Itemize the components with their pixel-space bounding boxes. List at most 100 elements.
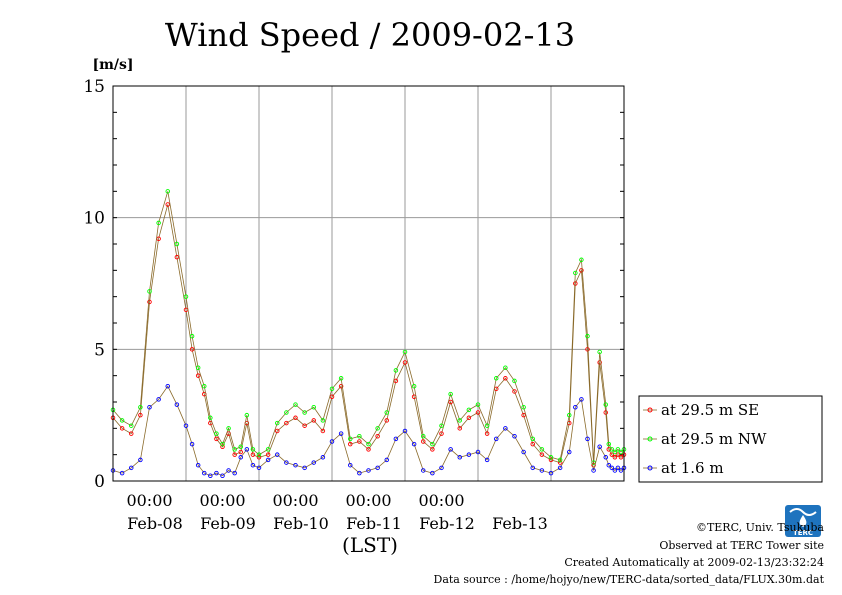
- data-point: [366, 447, 371, 452]
- footer-copyright: ©TERC, Univ. Tsukuba: [695, 521, 824, 534]
- data-point: [357, 470, 362, 476]
- data-point: [275, 452, 280, 457]
- data-point: [603, 410, 609, 415]
- data-point: [329, 439, 335, 444]
- data-point: [357, 433, 362, 439]
- data-point: [606, 462, 612, 468]
- data-point: [448, 399, 453, 405]
- footer-created: Created Automatically at 2009-02-13/23:3…: [564, 556, 824, 569]
- data-point: [275, 420, 280, 426]
- data-point: [557, 457, 563, 463]
- data-point: [244, 447, 250, 452]
- y-tick-label: 5: [94, 340, 105, 360]
- x-tick-date-label: Feb-09: [200, 514, 256, 533]
- data-point: [375, 465, 380, 471]
- data-point: [320, 428, 326, 434]
- data-point: [618, 449, 624, 455]
- x-tick-date-label: Feb-10: [273, 514, 329, 533]
- legend-marker: [647, 436, 653, 442]
- data-point: [119, 418, 125, 423]
- data-point: [430, 447, 435, 452]
- data-point: [119, 426, 125, 431]
- y-tick-labels: 0 5 10 15: [83, 77, 105, 492]
- x-tick-date-label: Feb-11: [346, 514, 402, 533]
- data-point: [220, 473, 225, 478]
- data-point: [591, 468, 596, 473]
- data-point: [128, 465, 134, 471]
- y-tick-label: 10: [83, 209, 105, 229]
- data-point: [320, 418, 326, 423]
- data-point: [475, 449, 481, 455]
- data-point: [402, 360, 408, 365]
- data-point: [165, 202, 170, 207]
- data-point: [573, 270, 578, 276]
- data-point: [293, 462, 298, 468]
- data-point: [530, 441, 536, 447]
- data-point: [512, 378, 517, 384]
- data-point: [421, 433, 426, 439]
- data-point: [457, 455, 463, 460]
- data-point: [530, 436, 536, 442]
- data-point: [311, 418, 317, 423]
- data-point: [338, 383, 344, 389]
- data-point: [539, 452, 545, 457]
- data-point: [539, 468, 545, 473]
- data-point: [503, 365, 508, 371]
- data-point: [503, 426, 508, 431]
- data-point: [484, 457, 490, 463]
- data-point: [183, 423, 189, 428]
- data-point: [226, 468, 231, 473]
- x-tick-date-label: Feb-13: [492, 514, 548, 533]
- series-3: [110, 383, 627, 478]
- series-2: [110, 189, 627, 465]
- data-point: [512, 433, 517, 439]
- data-point: [232, 452, 237, 457]
- data-point: [579, 397, 584, 402]
- data-point: [567, 412, 572, 418]
- data-point: [457, 426, 463, 431]
- data-point: [448, 391, 453, 397]
- data-point: [484, 423, 490, 428]
- data-point: [119, 470, 125, 476]
- data-point: [579, 268, 584, 273]
- data-point: [232, 470, 237, 476]
- data-point: [494, 436, 499, 442]
- legend-entry: at 29.5 m NW: [643, 430, 767, 448]
- data-point: [311, 405, 317, 410]
- data-point: [411, 441, 417, 447]
- data-point: [250, 452, 256, 457]
- data-point: [256, 455, 262, 460]
- data-point: [275, 428, 280, 434]
- data-point: [174, 254, 180, 260]
- data-point: [201, 470, 207, 476]
- data-point: [567, 449, 572, 455]
- data-point: [165, 383, 170, 389]
- data-point: [393, 436, 399, 442]
- data-point: [138, 412, 143, 418]
- data-point: [366, 441, 371, 447]
- data-point: [147, 289, 152, 294]
- grid-lines: [113, 86, 624, 481]
- data-point: [189, 347, 195, 352]
- x-tick-time-label: 00:00: [199, 491, 245, 510]
- data-point: [208, 473, 213, 478]
- data-point: [530, 465, 536, 471]
- legend-label: at 29.5 m SE: [661, 401, 759, 419]
- data-point: [612, 468, 618, 473]
- data-point: [220, 441, 225, 447]
- legend-label: at 1.6 m: [661, 459, 724, 477]
- data-point: [250, 462, 256, 468]
- legend-marker: [647, 465, 653, 471]
- plot-frame: [112, 85, 625, 482]
- x-tick-time-label: 00:00: [418, 491, 464, 510]
- data-point: [597, 444, 602, 450]
- data-point: [603, 455, 609, 460]
- data-point: [439, 423, 444, 428]
- data-point: [348, 441, 353, 447]
- data-point: [250, 447, 256, 452]
- data-point: [585, 333, 590, 339]
- data-point: [138, 405, 143, 410]
- drop-icon: [799, 515, 807, 527]
- data-point: [430, 441, 435, 447]
- legend: at 29.5 m SE at 29.5 m NW at 1.6 m: [638, 395, 823, 483]
